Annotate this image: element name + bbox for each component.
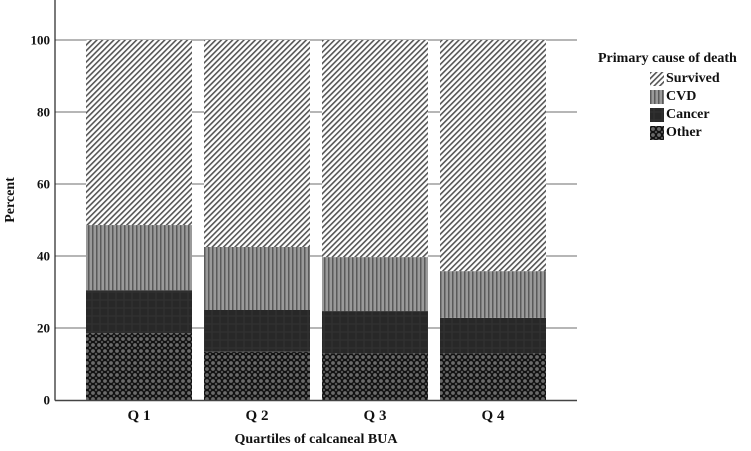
legend-label: Cancer	[666, 107, 710, 122]
y-tick-label: 100	[31, 33, 51, 48]
bar-segment-survived	[440, 40, 546, 272]
legend-item-cancer: Cancer	[650, 106, 737, 124]
bar-segment-cancer	[204, 310, 310, 352]
bar-segment-other	[322, 353, 428, 400]
x-tick-labels: Q 1 Q 2 Q 3 Q 4	[128, 408, 505, 424]
bar-segment-cancer	[86, 290, 192, 334]
y-tick-label: 40	[37, 249, 50, 264]
y-tick-label: 60	[37, 177, 50, 192]
bar-segment-cvd	[204, 247, 310, 310]
bar-q4	[440, 40, 546, 400]
x-tick-label: Q 2	[246, 408, 269, 424]
y-tick-label: 0	[44, 393, 51, 408]
bar-segment-cancer	[322, 311, 428, 354]
cancer-swatch-icon	[650, 108, 664, 122]
legend-item-cvd: CVD	[650, 88, 737, 106]
bar-segment-other	[86, 333, 192, 400]
bar-q2	[204, 40, 310, 400]
y-tick-label: 20	[37, 321, 50, 336]
bars	[86, 40, 546, 400]
x-axis-title: Quartiles of calcaneal BUA	[235, 432, 399, 447]
legend-item-survived: Survived	[650, 70, 737, 88]
bar-segment-other	[440, 353, 546, 400]
survived-swatch-icon	[650, 72, 664, 86]
legend-label: Other	[666, 125, 702, 140]
x-tick-label: Q 4	[482, 408, 505, 424]
y-axis-title: Percent	[3, 177, 18, 223]
cvd-swatch-icon	[650, 90, 664, 104]
bar-q1	[86, 40, 192, 400]
bar-segment-cvd	[322, 257, 428, 312]
bar-segment-cvd	[440, 271, 546, 318]
legend-item-other: Other	[650, 124, 737, 142]
bar-q3	[322, 40, 428, 400]
bar-segment-other	[204, 351, 310, 400]
y-tick-labels: 0 20 40 60 80 100	[31, 33, 51, 408]
legend-label: CVD	[666, 89, 697, 104]
bar-segment-cvd	[86, 225, 192, 291]
bar-segment-survived	[322, 40, 428, 258]
x-tick-label: Q 3	[364, 408, 387, 424]
y-tick-label: 80	[37, 105, 50, 120]
x-tick-label: Q 1	[128, 408, 151, 424]
other-swatch-icon	[650, 126, 664, 140]
bar-segment-cancer	[440, 317, 546, 354]
legend-title: Primary cause of death	[598, 51, 737, 66]
bar-segment-survived	[204, 40, 310, 247]
legend: Primary cause of death Survived CVD Canc…	[598, 51, 737, 142]
bar-segment-survived	[86, 40, 192, 226]
legend-label: Survived	[666, 71, 720, 86]
